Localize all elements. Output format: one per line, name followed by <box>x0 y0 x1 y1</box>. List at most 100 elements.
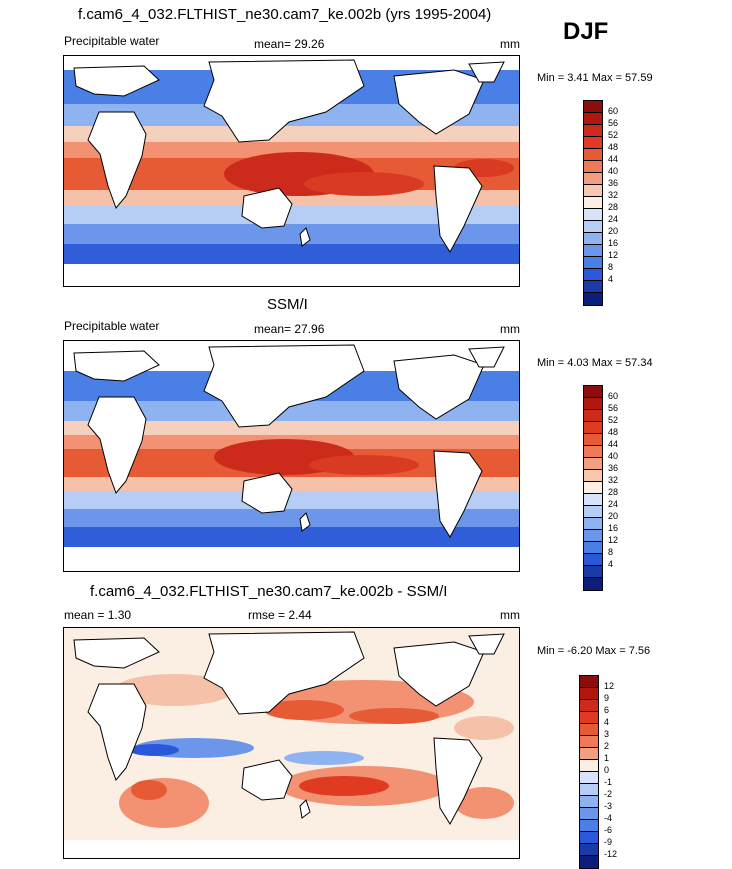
colorbar-label: -2 <box>604 789 613 799</box>
colorbar-label: 9 <box>604 693 610 703</box>
colorbar-box <box>580 844 598 856</box>
colorbar-box <box>584 257 602 269</box>
colorbar-label: 40 <box>608 166 619 176</box>
colorbar-box <box>580 796 598 808</box>
colorbar-label: -1 <box>604 777 613 787</box>
colorbar-box <box>584 209 602 221</box>
colorbar-label: 44 <box>608 439 619 449</box>
colorbar-box <box>584 149 602 161</box>
colorbar-label: -3 <box>604 801 613 811</box>
colorbar-label: -6 <box>604 825 613 835</box>
panel-1-mean-label: mean= 29.26 <box>254 37 325 51</box>
colorbar-label: -12 <box>604 849 618 859</box>
colorbar-label: 12 <box>608 535 619 545</box>
colorbar-box <box>584 269 602 281</box>
colorbar-label: 4 <box>608 559 614 569</box>
colorbar-box <box>580 724 598 736</box>
colorbar-box <box>580 820 598 832</box>
colorbar-label: 20 <box>608 511 619 521</box>
panel-3-mean-label: mean = 1.30 <box>64 608 132 622</box>
panel-3-colorbar <box>579 675 599 869</box>
colorbar-box <box>580 760 598 772</box>
colorbar-label: 36 <box>608 463 619 473</box>
colorbar-label: 4 <box>608 274 614 284</box>
panel-2-colorbar <box>583 385 603 591</box>
colorbar-label: 16 <box>608 238 619 248</box>
colorbar-box <box>580 772 598 784</box>
panel-1-map <box>63 55 520 287</box>
colorbar-box <box>584 518 602 530</box>
colorbar-box <box>584 566 602 578</box>
panel-2-mean-label: mean= 27.96 <box>254 322 325 336</box>
colorbar-label: 6 <box>604 705 610 715</box>
colorbar-box <box>584 173 602 185</box>
colorbar-box <box>580 832 598 844</box>
colorbar-box <box>584 125 602 137</box>
panel-2-variable-label: Precipitable water <box>64 319 160 333</box>
colorbar-box <box>584 113 602 125</box>
colorbar-label: 12 <box>608 250 619 260</box>
colorbar-label: 12 <box>604 681 615 691</box>
colorbar-label: 3 <box>604 729 610 739</box>
colorbar-box <box>584 470 602 482</box>
colorbar-box <box>580 736 598 748</box>
panel-2-map <box>63 340 520 572</box>
colorbar-box <box>580 856 598 868</box>
colorbar-label: 1 <box>604 753 610 763</box>
colorbar-label: 56 <box>608 118 619 128</box>
colorbar-box <box>584 221 602 233</box>
season-label: DJF <box>563 18 609 45</box>
colorbar-box <box>584 245 602 257</box>
colorbar-label: 20 <box>608 226 619 236</box>
colorbar-box <box>584 281 602 293</box>
colorbar-label: 36 <box>608 178 619 188</box>
colorbar-label: 32 <box>608 475 619 485</box>
panel-1-title: f.cam6_4_032.FLTHIST_ne30.cam7_ke.002b (… <box>78 6 492 23</box>
colorbar-label: -4 <box>604 813 613 823</box>
colorbar-box <box>584 554 602 566</box>
colorbar-box <box>584 482 602 494</box>
colorbar-label: -9 <box>604 837 613 847</box>
colorbar-box <box>584 434 602 446</box>
colorbar-label: 2 <box>604 741 610 751</box>
colorbar-box <box>580 688 598 700</box>
colorbar-label: 0 <box>604 765 610 775</box>
colorbar-box <box>584 410 602 422</box>
colorbar-box <box>584 506 602 518</box>
colorbar-label: 52 <box>608 130 619 140</box>
colorbar-label: 48 <box>608 142 619 152</box>
colorbar-label: 28 <box>608 202 619 212</box>
colorbar-label: 60 <box>608 391 619 401</box>
colorbar-box <box>580 808 598 820</box>
colorbar-label: 56 <box>608 403 619 413</box>
panel-2-map-svg <box>64 341 519 571</box>
colorbar-label: 8 <box>608 262 614 272</box>
colorbar-box <box>584 542 602 554</box>
colorbar-label: 60 <box>608 106 619 116</box>
panel-3-rmse-label: rmse = 2.44 <box>248 608 312 622</box>
panel-1-variable-label: Precipitable water <box>64 34 160 48</box>
panel-3-minmax: Min = -6.20 Max = 7.56 <box>537 645 651 657</box>
panel-2-title: SSM/I <box>267 296 308 313</box>
colorbar-box <box>584 494 602 506</box>
colorbar-box <box>580 748 598 760</box>
colorbar-box <box>584 386 602 398</box>
colorbar-box <box>584 446 602 458</box>
panel-1-colorbar <box>583 100 603 306</box>
colorbar-box <box>584 233 602 245</box>
colorbar-box <box>584 458 602 470</box>
colorbar-box <box>584 422 602 434</box>
panel-3-title: f.cam6_4_032.FLTHIST_ne30.cam7_ke.002b -… <box>90 583 448 600</box>
colorbar-label: 4 <box>604 717 610 727</box>
colorbar-label: 48 <box>608 427 619 437</box>
colorbar-label: 44 <box>608 154 619 164</box>
colorbar-label: 40 <box>608 451 619 461</box>
colorbar-box <box>580 676 598 688</box>
colorbar-label: 8 <box>608 547 614 557</box>
colorbar-label: 52 <box>608 415 619 425</box>
colorbar-box <box>584 101 602 113</box>
colorbar-box <box>584 137 602 149</box>
panel-1-minmax: Min = 3.41 Max = 57.59 <box>537 72 653 84</box>
colorbar-label: 28 <box>608 487 619 497</box>
panel-3-units-label: mm <box>500 608 520 622</box>
